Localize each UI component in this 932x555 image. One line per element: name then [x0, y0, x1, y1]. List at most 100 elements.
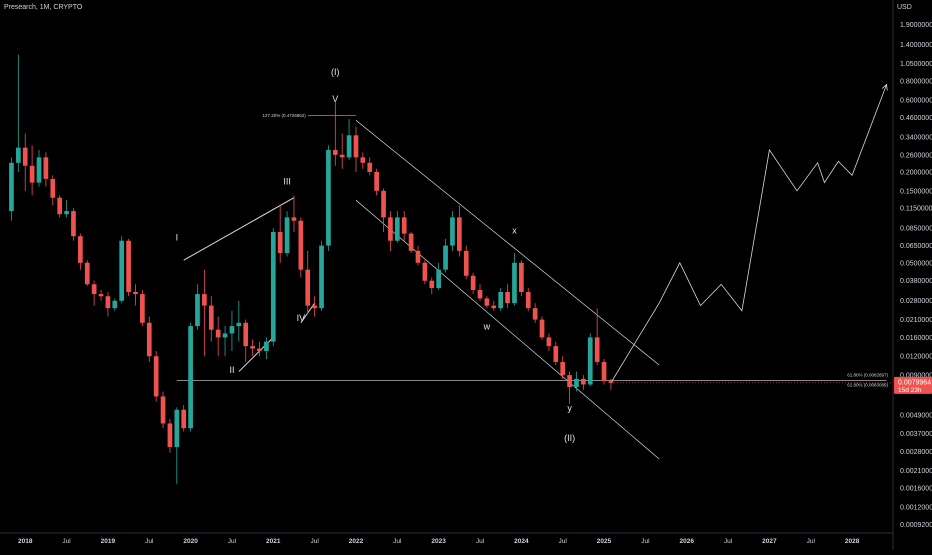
- time-tick-label: Jul: [228, 538, 237, 545]
- chart-title: Presearch, 1M, CRYPTO: [4, 4, 83, 11]
- candle: [312, 296, 317, 317]
- candle-body: [470, 275, 476, 290]
- candle-body: [608, 381, 614, 383]
- candle-body: [174, 409, 180, 448]
- candle: [394, 211, 400, 243]
- candle-body: [567, 375, 572, 388]
- candle: [505, 284, 510, 309]
- candle: [319, 240, 324, 311]
- candle: [277, 205, 283, 263]
- candle-body: [374, 171, 379, 191]
- candle: [381, 188, 386, 232]
- price-tick-label: 0.0380000: [900, 278, 932, 285]
- candle-body: [574, 378, 579, 388]
- price-tick-label: 0.0280000: [900, 298, 932, 305]
- candle: [105, 292, 111, 317]
- candle-body: [36, 157, 42, 183]
- price-tick-label: 0.0021000: [900, 468, 932, 475]
- candle-body: [105, 296, 111, 309]
- price-tick-label: 0.1500000: [900, 188, 932, 195]
- price-tick-label: 0.0009200: [900, 522, 932, 529]
- price-tick-label: 0.0037000: [900, 431, 932, 438]
- candle-body: [243, 322, 249, 347]
- candle: [119, 236, 125, 304]
- time-tick-label: 2021: [266, 538, 281, 545]
- candle: [167, 419, 173, 453]
- candle-body: [181, 409, 187, 429]
- candle-body: [429, 280, 435, 289]
- candle-body: [284, 217, 290, 254]
- candle-body: [91, 284, 97, 295]
- candle: [126, 238, 131, 297]
- candle: [222, 326, 228, 357]
- candle-body: [436, 269, 442, 289]
- candle: [50, 175, 56, 206]
- candle-body: [126, 240, 131, 293]
- time-tick-label: Jul: [393, 538, 402, 545]
- time-tick-label: 2022: [349, 538, 364, 545]
- candle: [291, 195, 297, 232]
- wave-trend-line: [183, 197, 295, 261]
- candle-body: [553, 346, 559, 362]
- candle: [339, 133, 345, 169]
- price-tick-label: 0.3400000: [900, 135, 932, 142]
- currency-label: USD: [897, 4, 912, 11]
- candle-body: [291, 217, 297, 221]
- wave-label: w: [483, 322, 491, 332]
- time-axis[interactable]: 2018 Jul 2019 Jul 2020 Jul 2021 Jul 2022 Jul 2023 J…: [0, 532, 893, 545]
- candle-body: [587, 337, 593, 385]
- wave-label: (II): [564, 433, 575, 443]
- time-tick-label: 2020: [183, 538, 198, 545]
- candle-body: [112, 300, 118, 309]
- price-tick-label: 0.0210000: [900, 317, 932, 324]
- price-tick-label: 0.0012000: [900, 505, 932, 512]
- candle: [608, 378, 614, 390]
- price-axis[interactable]: 1.9000000 1.4000000 1.0500000 0.8000000 0.60…: [892, 0, 932, 550]
- time-tick-label: 2025: [597, 538, 612, 545]
- candle: [374, 168, 379, 196]
- candle-body: [512, 262, 517, 304]
- candle-body: [519, 262, 524, 293]
- candle-body: [532, 308, 538, 320]
- candle-body: [463, 250, 469, 276]
- time-tick-label: 2018: [18, 538, 33, 545]
- candle: [174, 407, 180, 485]
- candle: [29, 145, 35, 196]
- price-tick-label: 0.0500000: [900, 260, 932, 267]
- candle: [477, 284, 483, 301]
- candle: [367, 157, 373, 176]
- candle: [215, 316, 221, 357]
- candle-body: [339, 154, 345, 158]
- candle-body: [408, 233, 414, 251]
- candle: [112, 298, 118, 311]
- candle: [553, 341, 559, 365]
- candle-body: [64, 211, 69, 215]
- candle-body: [298, 220, 304, 270]
- candle-body: [332, 149, 338, 155]
- candle: [298, 217, 304, 278]
- candle-body: [140, 294, 145, 323]
- candle-body: [208, 305, 214, 330]
- price-tick-label: 0.0049000: [900, 412, 932, 419]
- candle-body: [381, 190, 386, 218]
- candle-body: [167, 423, 173, 448]
- time-tick-label: Jul: [145, 538, 154, 545]
- price-tick-label: 0.1150000: [900, 206, 932, 213]
- candle-body: [257, 348, 262, 352]
- time-tick-label: Jul: [476, 538, 485, 545]
- projection-arrowhead: [881, 83, 888, 91]
- candle-body: [215, 329, 221, 338]
- candle: [450, 211, 455, 251]
- candle: [581, 375, 586, 390]
- candle: [587, 333, 593, 387]
- candle-body: [277, 231, 283, 254]
- price-tick-label: 0.2600000: [900, 152, 932, 159]
- price-tick-label: 0.8000000: [900, 79, 932, 86]
- candle: [15, 54, 21, 172]
- candle: [484, 296, 490, 309]
- price-tag-value: 0.0079964: [898, 379, 931, 386]
- channel-lower-line: [355, 199, 660, 460]
